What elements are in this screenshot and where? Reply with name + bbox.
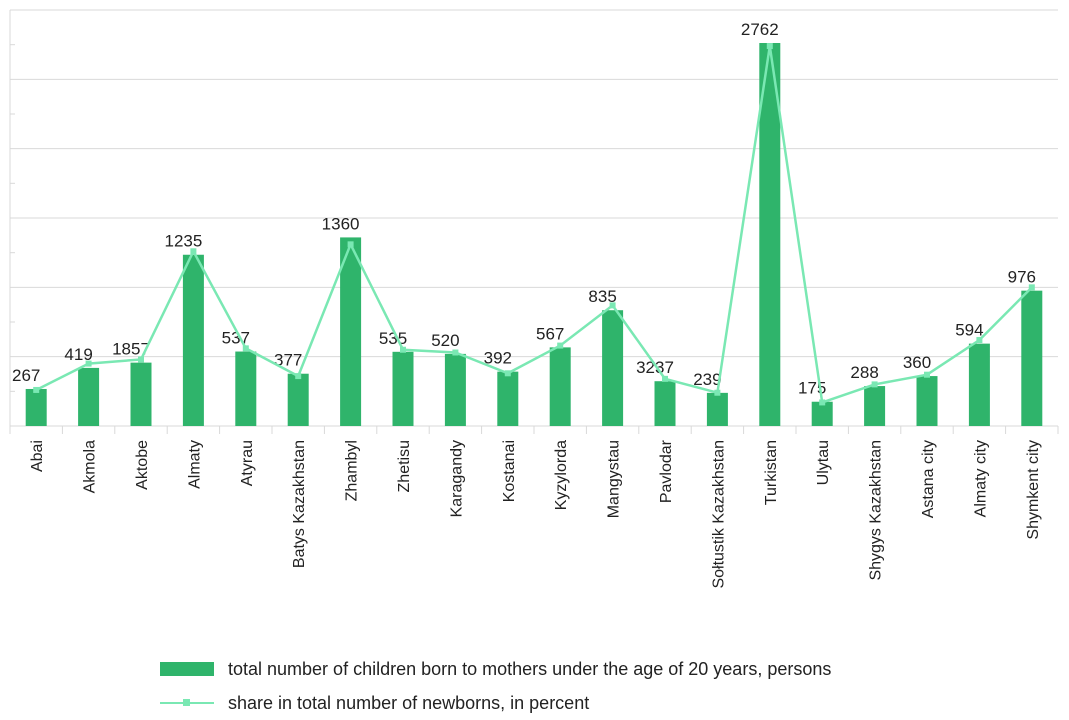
- data-label: 360: [903, 353, 931, 372]
- share-point: [819, 399, 826, 406]
- bar: [444, 353, 466, 426]
- share-point: [504, 370, 511, 377]
- bar: [392, 351, 414, 426]
- share-point: [400, 346, 406, 353]
- bar: [287, 373, 309, 426]
- share-line: [35, 45, 1033, 405]
- bar: [759, 43, 781, 427]
- category-label: Abai: [29, 440, 46, 472]
- category-label: Kyzylorda: [553, 440, 570, 510]
- share-point: [924, 371, 930, 378]
- bar: [130, 362, 152, 426]
- category-label: Pavlodar: [658, 439, 675, 503]
- share-point: [1028, 284, 1035, 291]
- category-label: Zhetisu: [396, 440, 413, 492]
- category-label: Ulytau: [815, 440, 832, 485]
- bar: [864, 386, 886, 426]
- data-label: 1360: [322, 214, 360, 233]
- category-label: Atyrau: [239, 440, 256, 486]
- share-point: [609, 302, 616, 309]
- category-label: Sołtustik Kazakhstan: [710, 440, 727, 589]
- data-label: 520: [431, 331, 459, 350]
- share-point: [85, 360, 92, 367]
- category-label: Akmola: [82, 440, 99, 493]
- data-label: 835: [588, 287, 616, 306]
- bar: [916, 376, 938, 426]
- category-label: Zhambyl: [344, 440, 361, 501]
- data-label: 419: [64, 345, 92, 364]
- bar: [706, 392, 728, 426]
- category-label: Kostanai: [501, 440, 518, 502]
- data-label: 392: [484, 349, 512, 368]
- share-point: [557, 342, 564, 349]
- data-label: 288: [850, 363, 878, 382]
- share-point: [452, 349, 459, 356]
- share-point: [190, 248, 197, 255]
- legend-label-bar: total number of children born to mothers…: [228, 658, 832, 679]
- category-label: Almaty: [186, 440, 203, 489]
- category-label: Mangystau: [606, 440, 623, 518]
- category-label: Shymkent city: [1025, 440, 1042, 540]
- data-label: 2762: [741, 20, 779, 39]
- data-label: 567: [536, 324, 564, 343]
- chart-svg: 267Abai419Akmola1857Aktobe1235Almaty537A…: [9, 9, 1059, 589]
- bar: [182, 254, 204, 426]
- legend-item-line: share in total number of newborns, in pe…: [160, 686, 831, 720]
- category-label: Astana city: [920, 440, 937, 518]
- bar: [25, 388, 47, 426]
- share-point: [662, 375, 668, 382]
- legend-line-swatch: [160, 696, 214, 710]
- bar: [235, 351, 257, 426]
- bar: [78, 367, 100, 426]
- category-label: Aktobe: [134, 440, 151, 490]
- legend-label-line: share in total number of newborns, in pe…: [228, 692, 590, 713]
- data-label: 377: [274, 351, 302, 370]
- bar: [811, 401, 833, 426]
- share-point: [33, 386, 40, 393]
- category-label: Turkistan: [763, 440, 780, 505]
- share-point: [714, 389, 721, 396]
- data-label: 1235: [164, 232, 202, 251]
- legend-item-bar: total number of children born to mothers…: [160, 652, 831, 686]
- legend: total number of children born to mothers…: [160, 652, 831, 720]
- data-label: 594: [955, 321, 983, 340]
- share-point: [138, 356, 144, 363]
- category-label: Shygys Kazakhstan: [868, 440, 885, 581]
- bar: [1021, 290, 1043, 426]
- bar: [549, 347, 571, 426]
- share-point: [347, 241, 354, 248]
- share-point: [871, 381, 878, 388]
- share-point: [242, 345, 249, 352]
- share-point: [295, 373, 302, 380]
- bar: [654, 381, 676, 426]
- data-label: 976: [1008, 268, 1036, 287]
- bar: [968, 343, 990, 426]
- data-label: 1857: [112, 340, 150, 359]
- data-label: 267: [12, 366, 40, 385]
- data-label: 239: [693, 370, 721, 389]
- category-label: Batys Kazakhstan: [291, 440, 308, 568]
- share-point: [766, 43, 773, 50]
- bar: [340, 237, 362, 426]
- category-label: Almaty city: [972, 440, 989, 517]
- data-label: 3237: [636, 358, 674, 377]
- bar: [497, 371, 519, 426]
- bar: [602, 310, 624, 426]
- category-label: Karagandy: [448, 440, 465, 517]
- legend-bar-swatch: [160, 662, 214, 676]
- share-point: [976, 337, 983, 344]
